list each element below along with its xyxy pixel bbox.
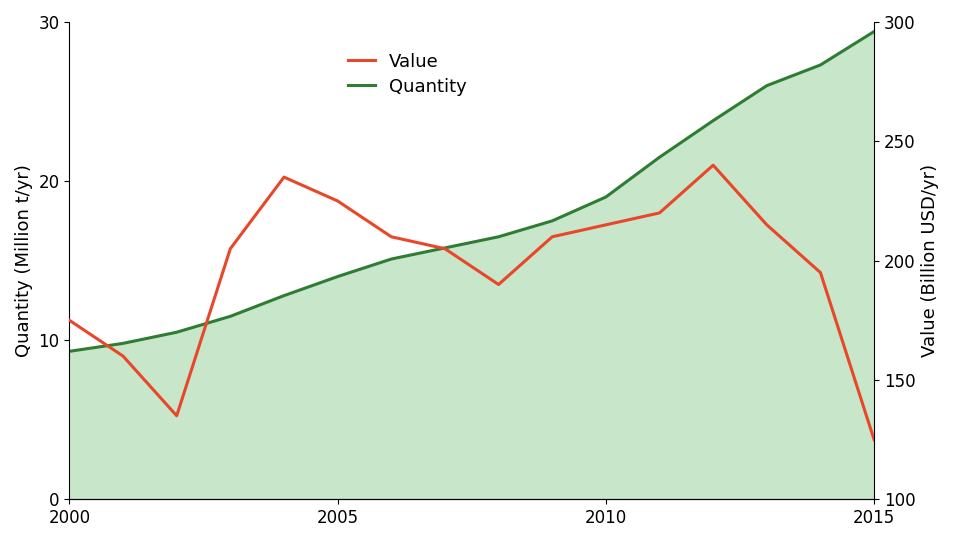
Y-axis label: Value (Billion USD/yr): Value (Billion USD/yr) bbox=[920, 164, 938, 357]
Y-axis label: Quantity (Million t/yr): Quantity (Million t/yr) bbox=[15, 164, 33, 357]
Legend: Value, Quantity: Value, Quantity bbox=[340, 46, 474, 103]
